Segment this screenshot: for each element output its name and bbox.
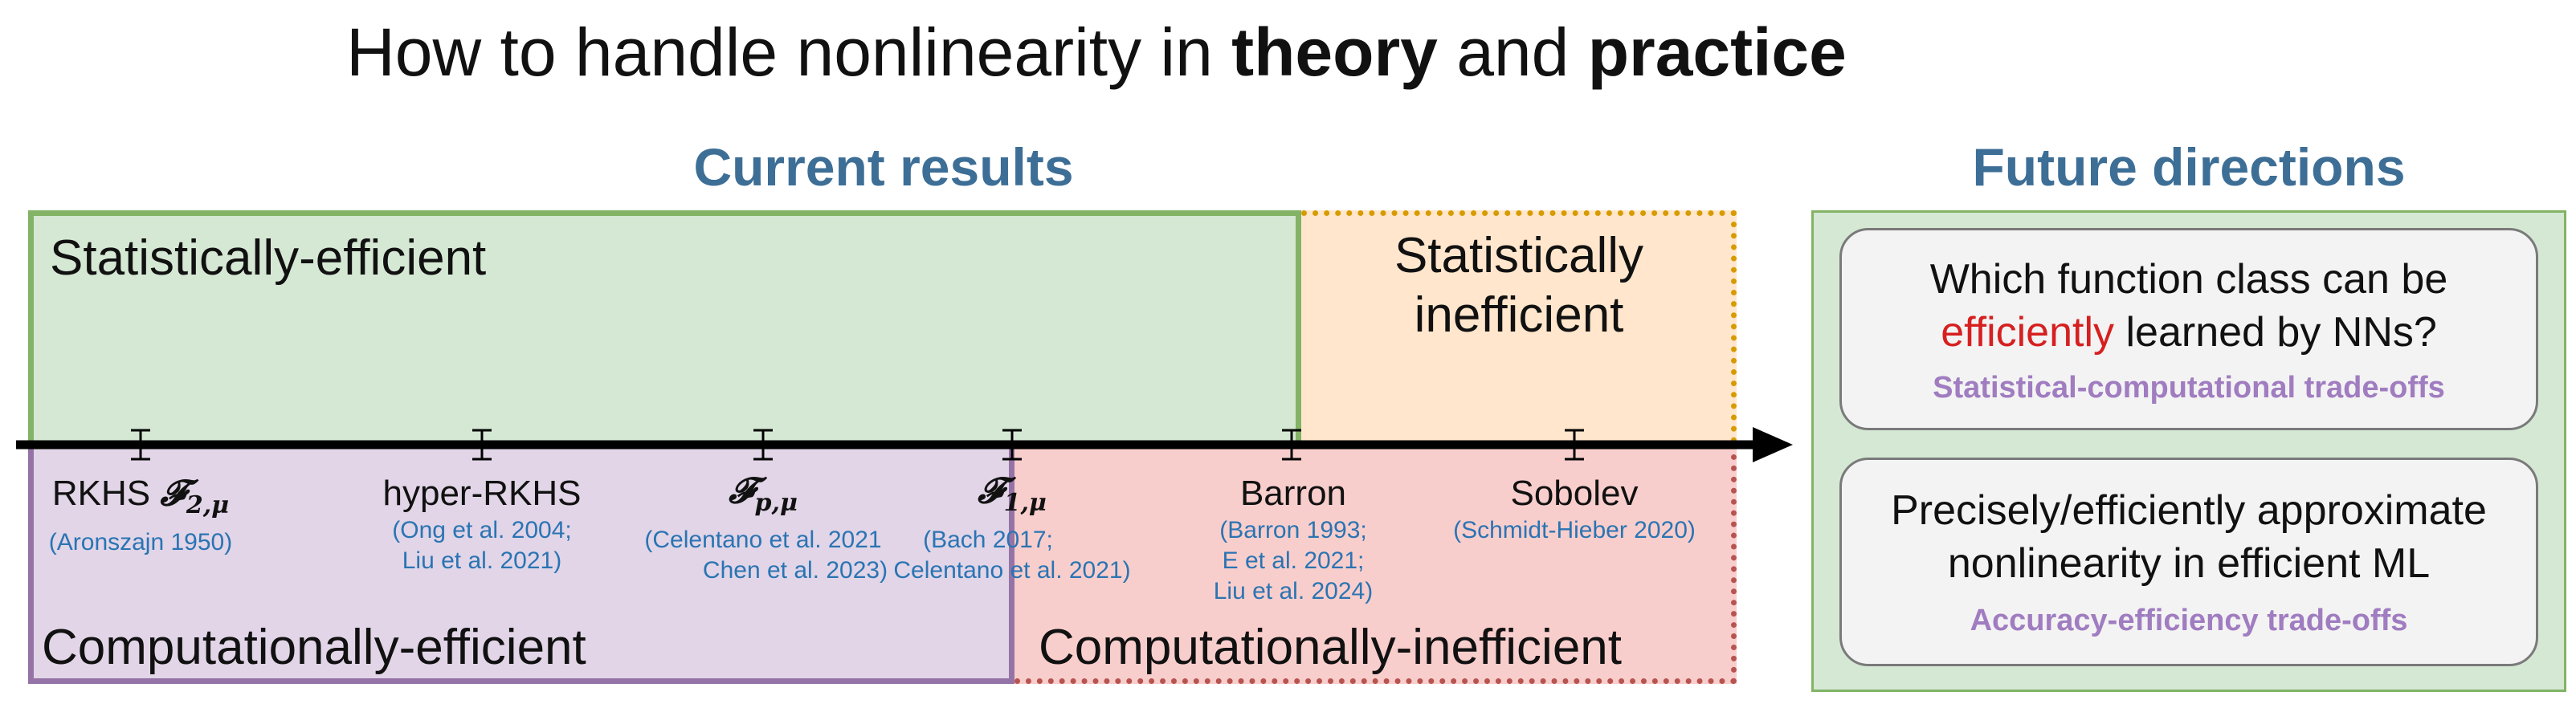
tick-rkhs: RKHS 𝓕2,μ (Aronszajn 1950) — [48, 473, 233, 555]
statistically-inefficient-region — [1301, 210, 1737, 443]
card2-question: Precisely/efficiently approximate nonlin… — [1891, 487, 2487, 587]
current-results-heading: Current results — [693, 137, 1074, 197]
tick-hyper-rkhs: hyper-RKHS (Ong et al. 2004; Liu et al. … — [382, 474, 582, 574]
future-card-1: Which function class can be efficiently … — [1839, 228, 2538, 430]
card2-tag: Accuracy-efficiency trade-offs — [1970, 604, 2408, 637]
computationally-efficient-label: Computationally-efficient — [42, 620, 586, 675]
statistically-efficient-region — [28, 210, 1301, 443]
statistically-inefficient-label: Statistically inefficient — [1394, 228, 1644, 343]
computationally-inefficient-region — [1014, 443, 1737, 684]
statistically-efficient-label: Statistically-efficient — [50, 230, 487, 286]
computationally-inefficient-label: Computationally-inefficient — [1039, 620, 1623, 675]
tick-f1-mu: 𝓕1,μ (Bach 2017; Celentano et al. 2021) — [893, 470, 1131, 584]
page-title: How to handle nonlinearity in theory and… — [346, 14, 1847, 90]
future-directions-heading: Future directions — [1972, 137, 2406, 197]
tick-fp-mu: 𝓕p,μ (Celentano et al. 2021 Chen et al. … — [644, 470, 888, 584]
card1-question: Which function class can be efficiently … — [1929, 256, 2448, 356]
future-card-2: Precisely/efficiently approximate nonlin… — [1839, 458, 2538, 666]
card1-tag: Statistical-computational trade-offs — [1933, 371, 2445, 405]
tick-sobolev: Sobolev (Schmidt-Hieber 2020) — [1453, 474, 1696, 543]
computationally-efficient-region — [28, 443, 1014, 684]
tick-barron: Barron (Barron 1993; E et al. 2021; Liu … — [1213, 474, 1374, 604]
